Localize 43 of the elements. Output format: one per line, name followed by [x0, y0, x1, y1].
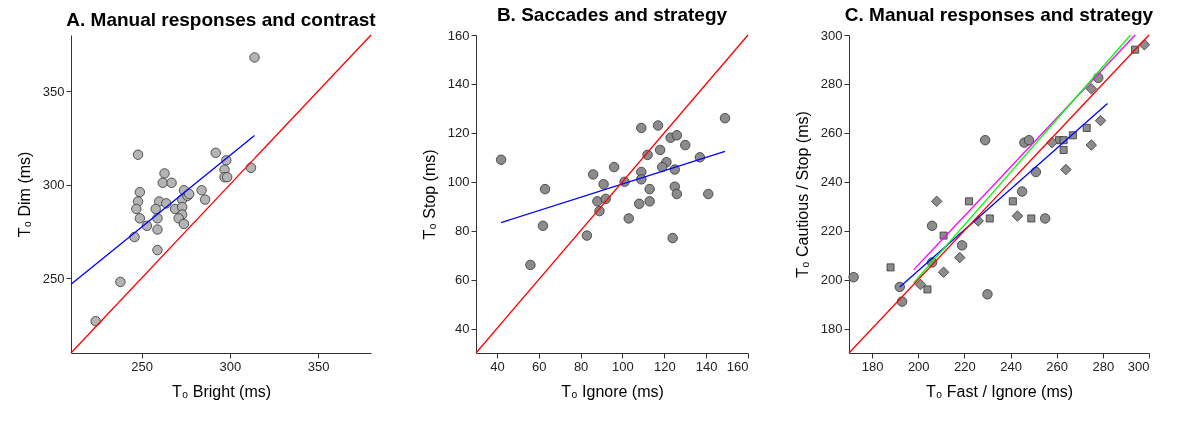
x-tick-label: 250	[131, 358, 153, 374]
y-tick-label: 180	[820, 321, 843, 337]
x-tick-label: 60	[532, 358, 547, 374]
y-tick-label: 60	[455, 272, 470, 288]
x-tick-label: 160	[726, 358, 749, 374]
y-tick-label: 140	[447, 76, 470, 92]
y-axis-title: T₀ Cautious / Stop (ms)	[793, 111, 811, 278]
y-tick-label: 40	[455, 321, 470, 337]
x-tick-label: 260	[1046, 358, 1069, 374]
x-axis-title: T₀ Bright (ms)	[171, 382, 272, 400]
x-tick-label: 300	[1127, 358, 1150, 374]
x-tick-label: 300	[219, 358, 242, 374]
y-tick-label: 260	[820, 125, 843, 141]
y-tick-label: 250	[42, 270, 65, 286]
y-axis-title: T₀ Stop (ms)	[420, 149, 438, 240]
y-tick-label: 300	[820, 27, 843, 43]
y-tick-label: 300	[42, 177, 65, 193]
y-tick-label: 100	[447, 174, 470, 190]
y-tick-label: 220	[820, 223, 843, 239]
x-tick-label: 180	[861, 358, 884, 374]
x-tick-label: 220	[954, 358, 976, 374]
x-tick-label: 80	[573, 358, 589, 374]
y-tick-label: 240	[820, 174, 843, 190]
y-axis-title: T₀ Dim (ms)	[15, 151, 33, 238]
x-tick-label: 280	[1092, 358, 1115, 374]
x-tick-label: 40	[490, 358, 505, 374]
x-axis-title: T₀ Ignore (ms)	[561, 382, 664, 400]
x-tick-label: 120	[653, 358, 676, 374]
y-tick-label: 160	[447, 27, 470, 43]
x-tick-label: 140	[695, 358, 718, 374]
x-tick-label: 200	[907, 358, 930, 374]
chart-title: C. Manual responses and strategy	[844, 4, 1154, 25]
x-tick-label: 100	[612, 358, 634, 374]
y-tick-label: 80	[455, 223, 470, 239]
chart-title: B. Saccades and strategy	[496, 4, 728, 25]
x-axis-title: T₀ Fast / Ignore (ms)	[925, 382, 1074, 400]
chart-title: A. Manual responses and contrast	[66, 9, 377, 31]
y-tick-label: 280	[820, 76, 843, 92]
x-tick-label: 350	[307, 358, 330, 374]
x-tick-label: 240	[1000, 358, 1022, 374]
y-tick-label: 200	[820, 272, 843, 288]
y-tick-label: 350	[42, 83, 65, 99]
y-tick-label: 120	[447, 125, 470, 141]
